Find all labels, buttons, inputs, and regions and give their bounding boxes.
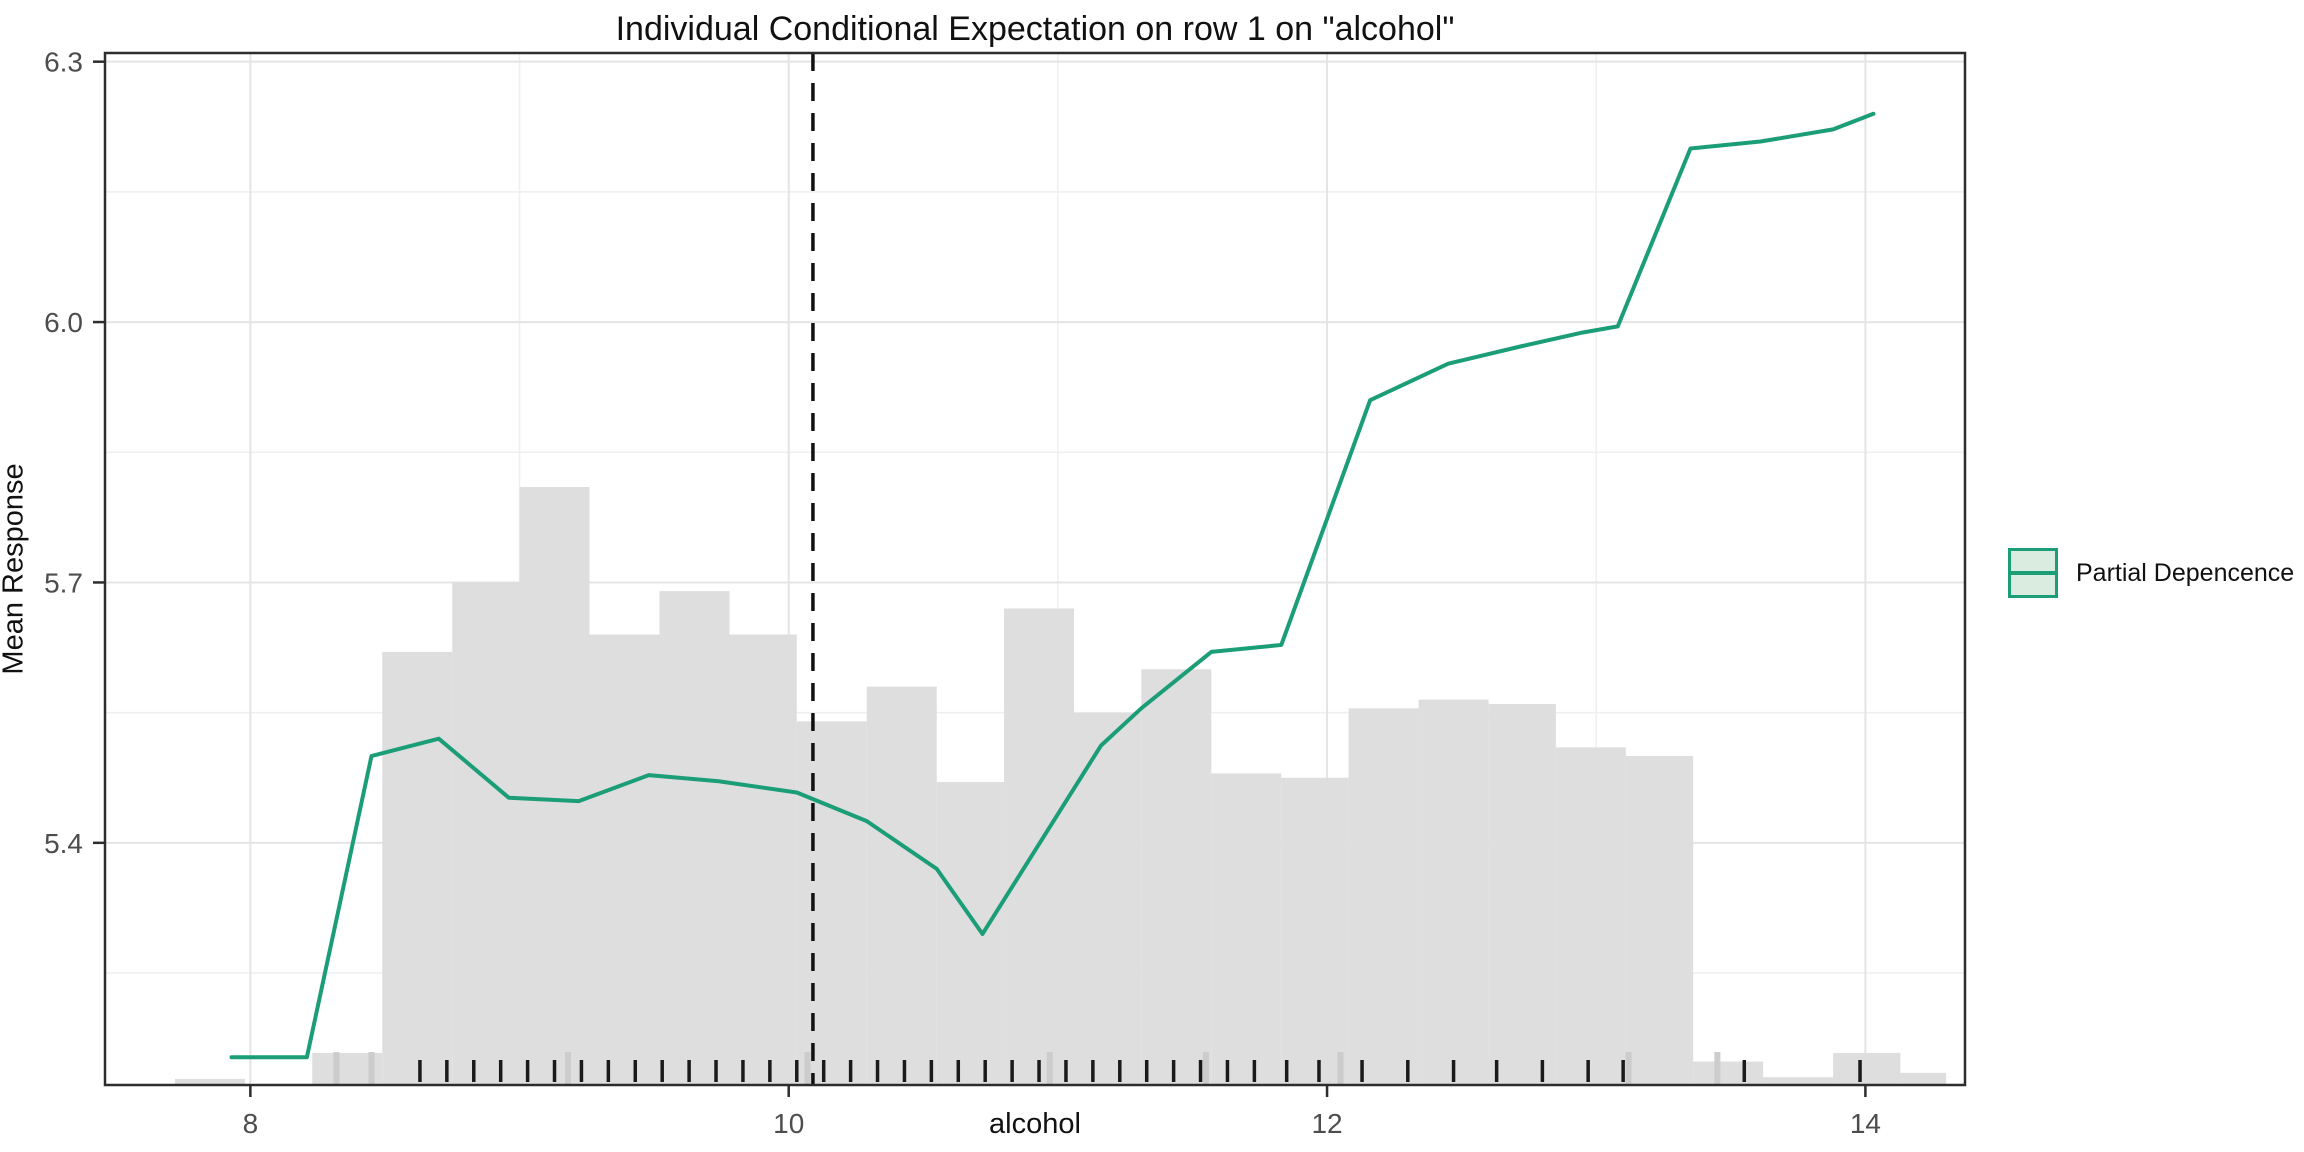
histogram-bar: [382, 651, 453, 1085]
histogram-bar: [866, 686, 937, 1085]
histogram-bar: [452, 582, 520, 1085]
y-tick-label: 6.0: [44, 307, 83, 338]
histogram-bar: [1141, 669, 1212, 1085]
y-tick-label: 5.7: [44, 567, 83, 598]
histogram-bar: [1348, 708, 1419, 1085]
histogram-bar: [1418, 699, 1489, 1085]
histogram-bar: [1833, 1052, 1901, 1085]
histogram-bar: [659, 591, 730, 1085]
histogram-bar: [1074, 712, 1142, 1085]
panel-border: [103, 51, 1967, 1087]
histogram-bar: [174, 1078, 245, 1085]
x-tick-label: 10: [773, 1108, 804, 1139]
histogram-bar: [519, 486, 590, 1085]
histogram-bar: [729, 634, 797, 1085]
histogram-bar: [1211, 773, 1282, 1085]
histogram-bar: [1488, 703, 1556, 1085]
histogram-bar: [1625, 756, 1694, 1085]
x-tick-label: 12: [1311, 1108, 1342, 1139]
histogram-bar: [1900, 1072, 1947, 1085]
legend-key-line: [2011, 571, 2055, 575]
x-axis-title: alcohol: [989, 1108, 1081, 1140]
histogram-bar: [1763, 1077, 1834, 1085]
histogram-bar: [1281, 777, 1349, 1085]
x-tick-label: 14: [1850, 1108, 1881, 1139]
y-tick-label: 5.4: [44, 828, 83, 859]
y-axis-title: Mean Response: [0, 463, 30, 675]
partial-dependence-line: [229, 111, 1876, 1060]
legend-label: Partial Depencence: [2076, 558, 2295, 587]
legend-key-swatch: [2008, 548, 2058, 598]
histogram-bar: [589, 634, 660, 1085]
histogram-bar: [1693, 1061, 1764, 1085]
x-tick-label: 8: [243, 1108, 259, 1139]
chart-title: Individual Conditional Expectation on ro…: [615, 10, 1455, 48]
histogram-bar: [1555, 747, 1626, 1085]
histogram-bar: [796, 721, 867, 1085]
legend: Partial Depencence: [2008, 548, 2294, 598]
histogram-bar: [936, 782, 1005, 1085]
y-tick-label: 6.3: [44, 47, 83, 78]
